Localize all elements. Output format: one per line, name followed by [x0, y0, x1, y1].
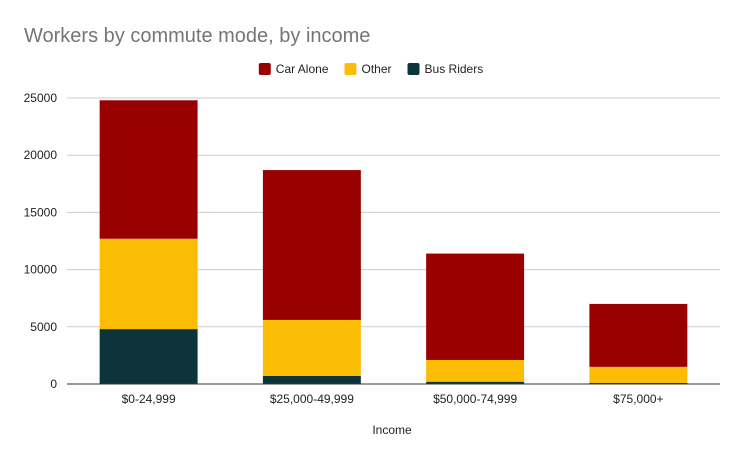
- bar-segment: [99, 238, 198, 330]
- bar-segment: [589, 303, 688, 367]
- y-tick-label: 20000: [24, 148, 58, 162]
- legend-label: Other: [362, 62, 392, 76]
- legend: Car Alone Other Bus Riders: [258, 62, 484, 76]
- legend-swatch: [344, 63, 357, 75]
- x-tick-label: $75,000+: [613, 392, 663, 406]
- bar-segment: [262, 375, 361, 384]
- y-tick-label: 25000: [24, 91, 58, 105]
- bar-segment: [589, 382, 688, 384]
- y-tick-label: 15000: [24, 205, 58, 219]
- legend-label: Car Alone: [276, 62, 329, 76]
- legend-swatch: [407, 63, 420, 75]
- chart-title: Workers by commute mode, by income: [24, 25, 370, 47]
- y-tick-label: 5000: [30, 320, 57, 334]
- bar-segment: [426, 359, 525, 382]
- bar-segment: [262, 319, 361, 376]
- x-tick-label: $50,000-74,999: [433, 392, 517, 406]
- bar-segment: [426, 381, 525, 384]
- bar-segment: [426, 253, 525, 360]
- y-tick-label: 10000: [24, 263, 58, 277]
- x-axis-ticks: $0-24,999 $25,000-49,999 $50,000-74,999 $75…: [122, 392, 664, 406]
- bar-segment: [262, 170, 361, 320]
- y-axis-ticks: 0 5000 10000 15000 20000 25000: [24, 91, 58, 391]
- bars: [99, 100, 688, 384]
- x-tick-label: $0-24,999: [122, 392, 176, 406]
- y-tick-label: 0: [50, 377, 57, 391]
- x-axis-title: Income: [372, 423, 412, 437]
- x-tick-label: $25,000-49,999: [270, 392, 354, 406]
- legend-swatch: [258, 63, 271, 75]
- bar-segment: [99, 100, 198, 239]
- legend-label: Bus Riders: [425, 62, 484, 76]
- bar-segment: [99, 329, 198, 384]
- bar-segment: [589, 366, 688, 383]
